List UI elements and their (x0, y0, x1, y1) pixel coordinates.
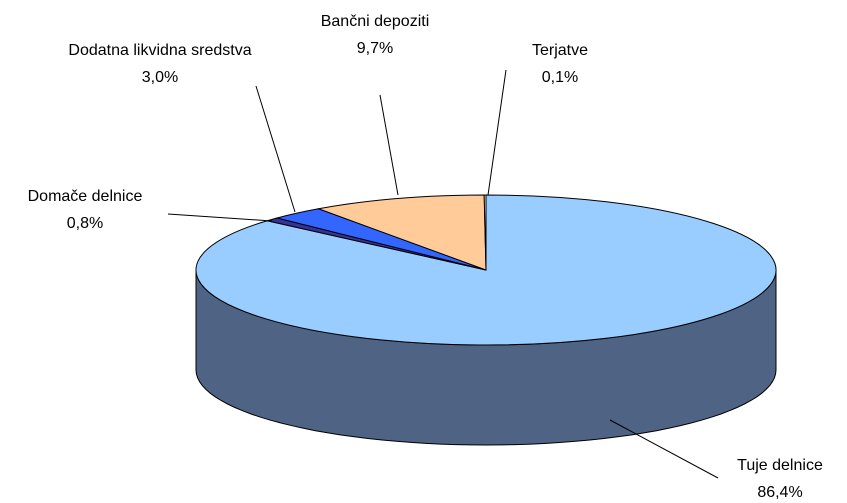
leader-line (379, 94, 399, 196)
slice-label: Domače delnice 0,8% (0, 183, 170, 237)
pie-slice (483, 194, 487, 271)
slice-label: Terjatve 0,1% (495, 37, 625, 91)
slice-name: Bančni depoziti (320, 13, 430, 30)
leader-line (609, 419, 719, 479)
leader-line (487, 69, 507, 196)
pie-slice (316, 194, 487, 271)
leader-line (255, 85, 296, 213)
slice-name: Tuje delnice (737, 457, 823, 474)
slice-value: 86,4% (757, 484, 803, 501)
slice-label: Tuje delnice 86,4% (705, 452, 847, 503)
slice-value: 9,7% (356, 40, 394, 57)
slice-value: 0,8% (66, 215, 104, 232)
leader-line (167, 213, 273, 222)
slice-label: Dodatna likvidna sredstva 3,0% (55, 37, 265, 91)
slice-name: Domače delnice (27, 188, 143, 205)
slice-name: Terjatve (531, 42, 589, 59)
slice-value: 3,0% (141, 69, 179, 86)
slice-label: Bančni depoziti 9,7% (290, 8, 460, 62)
slice-name: Dodatna likvidna sredstva (68, 42, 252, 59)
slice-value: 0,1% (541, 69, 579, 86)
